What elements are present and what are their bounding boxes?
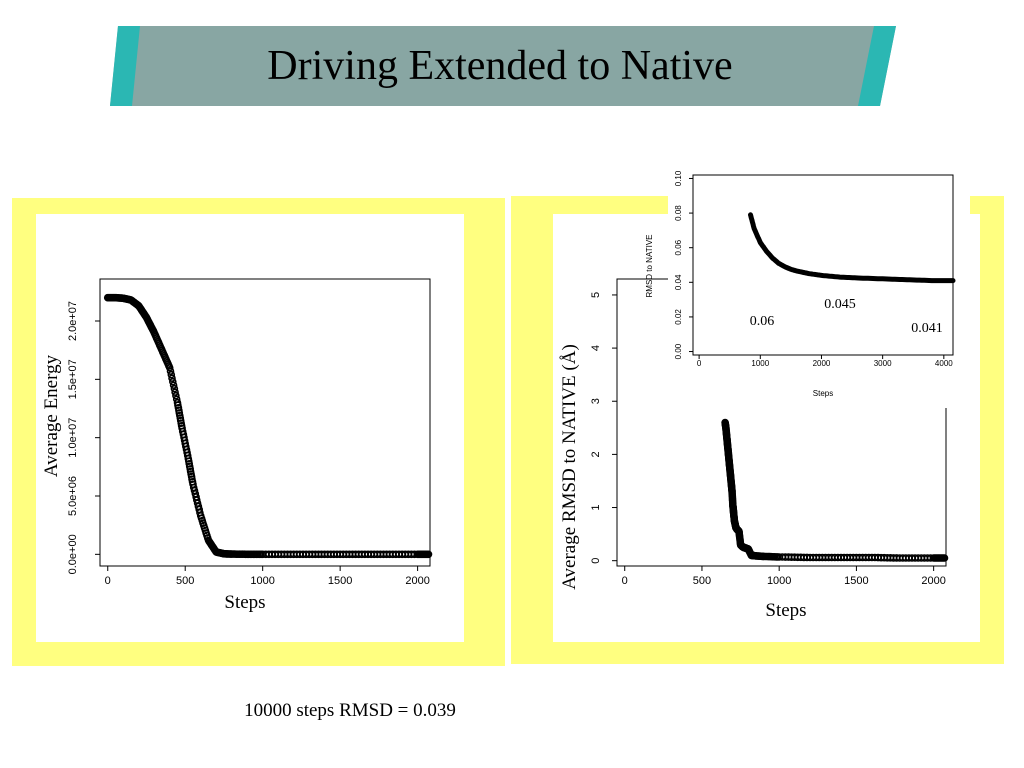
inset-chart-background [668, 168, 970, 408]
y-tick-label: 0.10 [674, 170, 683, 186]
data-point [169, 377, 177, 386]
rmsd-caption: 10000 steps RMSD = 0.039 [244, 700, 456, 721]
x-tick-label: 0 [105, 575, 111, 587]
x-axis-ticks: 0 1000 2000 3000 4000 [697, 355, 953, 368]
x-tick-label: 500 [176, 575, 194, 587]
data-point [166, 367, 175, 376]
y-tick-label: 1.5e+07 [67, 359, 79, 399]
y-tick-label: 0.06 [674, 239, 683, 255]
y-tick-label: 4 [590, 345, 602, 351]
series-line [748, 212, 956, 284]
x-axis-label: Steps [813, 389, 833, 398]
y-tick-label: 2 [590, 451, 602, 457]
y-axis-ticks: 0.00 0.02 0.04 0.06 0.08 0.10 [674, 170, 693, 359]
y-tick-label: 5.0e+06 [67, 476, 79, 516]
x-tick-label: 4000 [935, 359, 953, 368]
banner-left-accent [110, 26, 140, 106]
x-tick-label: 2000 [405, 575, 429, 587]
y-axis-ticks: 0 1 2 3 4 5 [590, 292, 617, 564]
annotation-0-041: 0.041 [911, 321, 943, 336]
annotation-0-045: 0.045 [824, 297, 856, 312]
y-tick-label: 0 [590, 558, 602, 564]
x-tick-label: 1000 [751, 359, 769, 368]
data-point [172, 391, 180, 400]
energy-points [103, 293, 433, 559]
title-banner [110, 26, 896, 106]
data-point [170, 384, 179, 393]
data-point [424, 550, 433, 559]
y-tick-label: 0.04 [674, 274, 683, 290]
banner-body [110, 26, 896, 106]
y-tick-label: 3 [590, 398, 602, 404]
y-tick-label: 0.08 [674, 205, 683, 221]
inset-curve [748, 212, 956, 284]
x-tick-label: 0 [697, 359, 702, 368]
x-axis-ticks: 0 500 1000 1500 2000 [105, 566, 430, 587]
y-tick-label: 1 [590, 504, 602, 510]
x-tick-label: 3000 [874, 359, 892, 368]
slide-title: Driving Extended to Native [267, 43, 733, 89]
data-point [169, 381, 178, 390]
data-point [167, 370, 176, 379]
x-tick-label: 2000 [921, 575, 945, 587]
x-axis-label: Steps [765, 600, 806, 621]
x-axis-ticks: 0 500 1000 1500 2000 [622, 566, 946, 587]
x-tick-label: 0 [622, 575, 628, 587]
y-tick-label: 1.0e+07 [67, 418, 79, 458]
y-tick-label: 0.00 [674, 343, 683, 359]
rmsd-points [721, 418, 949, 562]
x-tick-label: 1500 [328, 575, 352, 587]
x-tick-label: 500 [693, 575, 711, 587]
y-axis-label: Average Energy [41, 354, 62, 477]
y-axis-label: RMSD to NATIVE [645, 235, 654, 298]
x-axis-label: Steps [224, 592, 265, 613]
x-tick-label: 2000 [813, 359, 831, 368]
data-point [165, 363, 174, 372]
data-point [940, 554, 949, 562]
y-tick-label: 0.0e+00 [67, 534, 79, 574]
x-tick-label: 1000 [250, 575, 274, 587]
x-tick-label: 1000 [767, 575, 791, 587]
banner-right-accent [858, 26, 896, 106]
y-axis-label: Average RMSD to NATIVE (Å) [559, 344, 580, 590]
data-point [171, 388, 179, 397]
plot-frame [99, 278, 431, 567]
y-tick-label: 2.0e+07 [67, 301, 79, 341]
plot-frame [692, 174, 954, 356]
y-tick-label: 5 [590, 292, 602, 298]
x-tick-label: 1500 [844, 575, 868, 587]
annotation-0-06: 0.06 [750, 314, 775, 329]
y-tick-label: 0.02 [674, 309, 683, 325]
y-axis-ticks: 0.0e+00 5.0e+06 1.0e+07 1.5e+07 2.0e+07 [67, 301, 100, 574]
data-point [168, 374, 176, 383]
